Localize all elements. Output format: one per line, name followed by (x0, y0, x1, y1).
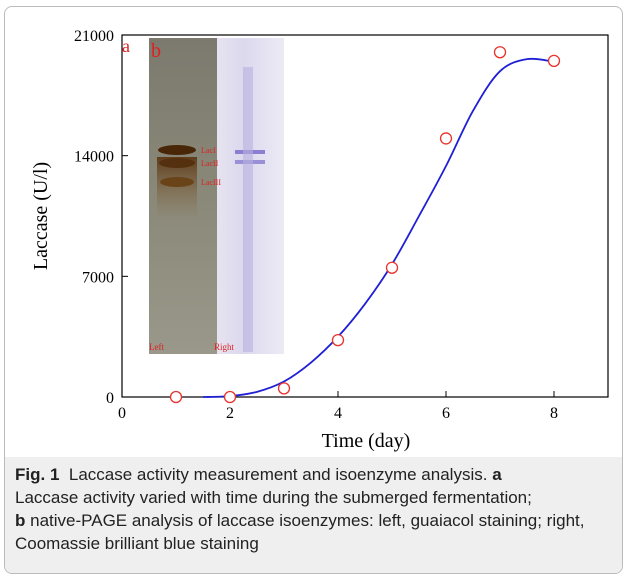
x-axis-label: Time (day) (322, 430, 411, 452)
data-point (277, 382, 291, 395)
caption-text: native-PAGE analysis of laccase isoenzym… (15, 511, 585, 553)
fit-curve (202, 57, 555, 398)
x-tick-label: 8 (550, 405, 558, 422)
panel-label: a (122, 36, 130, 56)
x-tick-label: 2 (226, 405, 234, 422)
x-tick-label: 6 (442, 405, 450, 422)
caption-text: Laccase activity measurement and isoenzy… (68, 465, 488, 484)
gel-smear (243, 67, 253, 352)
gel-band (158, 145, 196, 155)
y-tick-label: 0 (106, 390, 114, 407)
band-label: LacIII (201, 178, 221, 187)
data-point (169, 390, 183, 404)
caption: Fig. 1 Laccase activity measurement and … (5, 457, 622, 573)
caption-text: Laccase activity varied with time during… (15, 488, 532, 507)
plot-frame (121, 34, 609, 398)
y-axis-label: Laccase (U/l) (30, 162, 52, 270)
data-point (439, 132, 453, 145)
x-tick-label: 0 (118, 405, 126, 422)
y-tick-label: 21000 (74, 28, 114, 45)
data-point (493, 46, 507, 59)
gel-inset: a b LacI LacII LacIII Left Right (122, 36, 284, 354)
lane-label: Right (214, 342, 235, 352)
panel-label: b (151, 40, 161, 62)
y-tick-label: 14000 (74, 149, 114, 166)
figure: a b LacI LacII LacIII Left Right Time (d… (4, 6, 623, 574)
gel-band (159, 158, 195, 168)
caption-panel: b (15, 511, 26, 530)
band-label: LacII (201, 159, 219, 168)
gel-band (160, 177, 194, 187)
band-label: LacI (201, 146, 216, 155)
data-point (547, 54, 561, 68)
y-tick-label: 7000 (82, 269, 114, 286)
lane-label: Left (149, 342, 164, 352)
caption-label: Fig. 1 (15, 465, 60, 484)
data-point (223, 390, 237, 404)
data-point (331, 333, 345, 347)
data-point (385, 261, 399, 274)
x-tick-label: 4 (334, 405, 342, 422)
caption-panel: a (492, 465, 502, 484)
chart: a b LacI LacII LacIII Left Right Time (d… (30, 28, 609, 452)
